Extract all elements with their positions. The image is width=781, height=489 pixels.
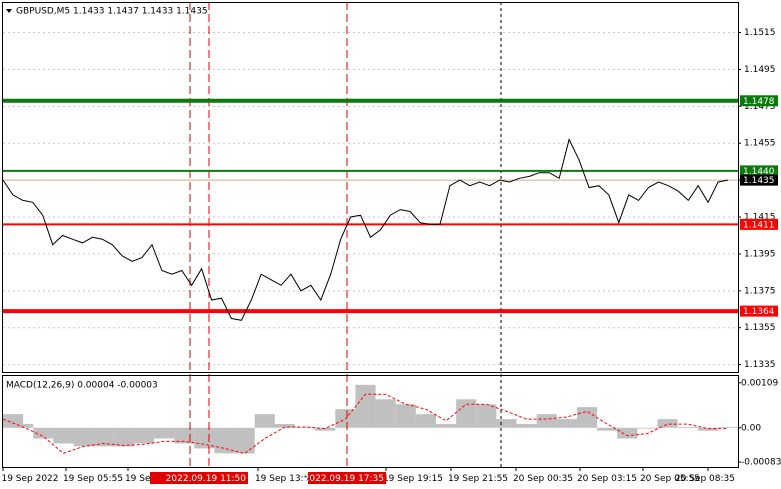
x-tick-label: 19 Sep 19:15 [383,474,443,484]
macd-frame [2,375,739,468]
macd-bar [435,424,457,428]
macd-bar [133,427,155,444]
x-tick-label: 19 Sep 21:55 [448,474,508,484]
grid: 1.1515 1.1495 1.1475 1.1455 1.1435 1.1415 1.13… [3,28,781,468]
level-label: 1.1440 [743,167,775,177]
main-frame [2,2,739,373]
macd-bar [516,424,537,428]
macd-bar [536,414,557,428]
y-tick-label: -0.00083 [741,458,781,468]
macd-bar [375,399,396,428]
level-label-bg [740,174,778,186]
x-tick-label: 19 Sep 13:55 [255,474,315,484]
macd-bar [677,426,698,428]
chart-title: GBPUSD,M5 1.1433 1.1437 1.1433 1.1435 [16,7,208,17]
y-tick-label: 1.1515 [744,28,776,38]
level-label-bg [740,305,778,317]
marker-label: 2022.09.19 17:35 [304,474,384,484]
y-tick-label: 1.1355 [744,323,776,333]
macd-bar [496,419,517,428]
y-tick-label: 1.1395 [744,249,776,259]
macd-bar [617,427,638,439]
macd-bar [73,427,94,447]
macd-bar [214,427,235,454]
x-tick-label: 19 Sep 2022 [1,474,58,484]
level-label: 1.1364 [743,307,775,317]
macd-title: MACD(12,26,9) 0.00004 -0.00003 [6,381,158,391]
macd-bar [717,426,739,428]
y-tick-label: 1.1375 [744,286,776,296]
level-label-bg [740,218,778,230]
x-tick-label: 19 Sep 05:55 [63,474,123,484]
macd-bar [597,427,618,431]
macd-bar [13,424,34,428]
y-tick-label: 0.00 [741,423,761,433]
macd-bar [93,427,114,447]
plot [2,138,729,454]
y-tick-label: 1.1455 [744,139,776,149]
macd-bar [254,414,275,428]
macd-bar [154,427,175,439]
macd-bar [234,427,255,454]
level-label-bg [740,95,778,107]
macd-bar [576,407,598,428]
macd-bar [113,427,134,447]
y-tick-label: 1.1415 [744,213,776,223]
macd-bar [174,427,195,444]
macd-bar [53,427,74,444]
macd-bar [657,419,678,428]
y-tick-label: 1.1475 [744,102,776,112]
level-label-bg [740,165,778,177]
macd-bar [355,384,376,428]
signal-line [2,393,728,454]
macd-bar [274,424,296,428]
macd-bar [476,404,497,428]
y-tick-label: 0.00109 [741,378,778,388]
macd-bar [456,399,477,428]
macd-bar [697,427,718,431]
macd-bar [415,414,436,428]
level-label: 1.1411 [743,220,775,230]
macd-bar [395,404,416,428]
x-tick-label: 20 Sep 00:35 [513,474,573,484]
y-tick-label: 1.1335 [744,360,776,370]
x-tick-label: 20 Sep 08:35 [675,474,735,484]
macd-bar [33,427,54,439]
x-tick-label: 20 Sep 03:15 [577,474,637,484]
marker-label-bg [150,472,248,484]
macd-bar [637,427,658,429]
dropdown-icon[interactable] [6,9,12,13]
price-line [2,138,729,321]
level-label: 1.1478 [743,97,775,107]
macd-bar [315,427,336,431]
marker-label-bg [308,472,386,484]
macd-bar [556,419,577,428]
y-tick-label: 1.1495 [744,65,776,75]
marker-label: 2022.09.19 11:50 [166,474,247,484]
level-label: 1.1435 [743,176,775,186]
x-tick-label: 20 Sep 05:55 [640,474,700,484]
